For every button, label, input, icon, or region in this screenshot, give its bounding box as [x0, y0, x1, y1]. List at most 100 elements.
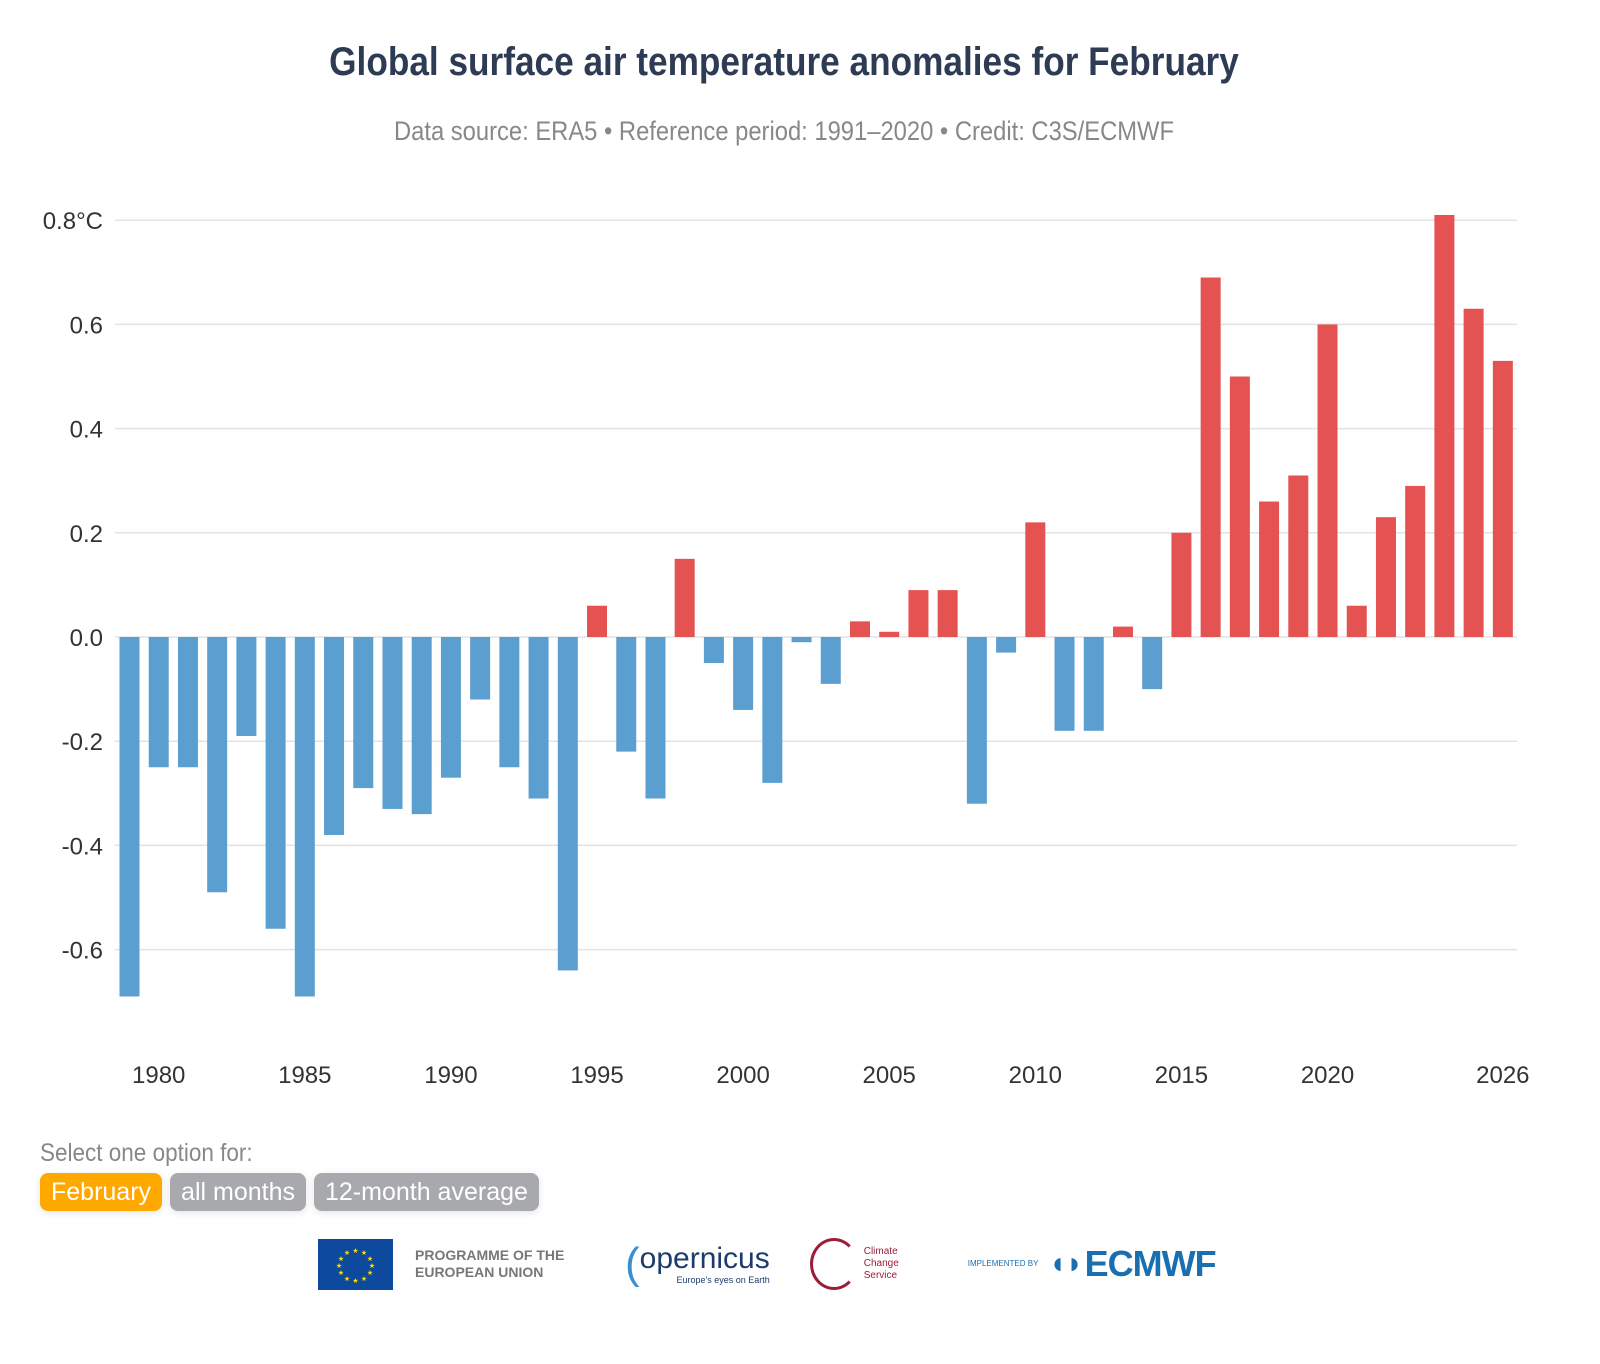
- x-tick-label: 1985: [278, 1062, 331, 1089]
- bar-1997: [645, 637, 666, 799]
- svg-text:★: ★: [352, 1247, 358, 1255]
- option-february-button[interactable]: February: [40, 1173, 163, 1211]
- bar-2001: [762, 637, 783, 783]
- bar-1979: [119, 637, 140, 997]
- bar-1993: [528, 637, 549, 799]
- x-tick-label: 2015: [1155, 1062, 1208, 1089]
- bar-1983: [236, 637, 257, 736]
- bar-1998: [674, 558, 695, 637]
- x-tick-label: 2005: [863, 1062, 916, 1089]
- chart-subtitle: Data source: ERA5 • Reference period: 19…: [394, 116, 1174, 146]
- implemented-by-text: IMPLEMENTED BY: [967, 1259, 1039, 1268]
- c3s-text: Climate Change Service: [863, 1246, 899, 1281]
- bar-2020: [1317, 324, 1338, 637]
- bar-1995: [587, 605, 608, 637]
- bar-2018: [1259, 501, 1280, 637]
- bar-2006: [908, 590, 929, 637]
- bar-1990: [440, 637, 461, 778]
- bar-2005: [879, 631, 900, 637]
- copernicus-logo: ( opernicus Europe's eyes on Earth: [625, 1239, 770, 1289]
- y-tick-label: 0.2: [70, 521, 103, 548]
- bar-1986: [324, 637, 345, 835]
- c3s-logo: Climate Change Service: [809, 1238, 934, 1290]
- bar-1992: [499, 637, 520, 768]
- bar-1994: [557, 637, 578, 971]
- bar-2007: [937, 590, 958, 637]
- option-all-months-button[interactable]: all months: [170, 1173, 306, 1211]
- bar-1996: [616, 637, 637, 752]
- partner-logos: ★ ★ ★ ★ ★ ★ ★ ★ ★ ★ ★ ★ PROGRAMME OF THE EUROPEAN U…: [318, 1236, 1217, 1292]
- y-tick-label: 0.8°C: [43, 208, 103, 235]
- x-tick-label: 2010: [1009, 1062, 1062, 1089]
- bar-2004: [850, 621, 870, 637]
- svg-text:★: ★: [361, 1249, 367, 1257]
- x-tick-label: 2026: [1476, 1062, 1529, 1089]
- copernicus-c-icon: (: [625, 1239, 640, 1288]
- copernicus-text: opernicus: [639, 1241, 770, 1275]
- bar-2013: [1112, 626, 1133, 637]
- chart-title: Global surface air temperature anomalies…: [329, 40, 1239, 84]
- bar-1984: [265, 637, 286, 929]
- bar-2008: [966, 637, 987, 804]
- bar-2021: [1346, 605, 1367, 637]
- svg-text:★: ★: [344, 1249, 350, 1257]
- svg-text:★: ★: [361, 1275, 367, 1283]
- bar-1987: [353, 637, 374, 789]
- ecmwf-logo: ◖◗ ECMWF: [1048, 1243, 1217, 1284]
- bar-2002: [791, 637, 812, 643]
- bar-1985: [294, 637, 315, 997]
- bar-2019: [1288, 475, 1309, 637]
- y-tick-label: 0.0: [70, 625, 103, 652]
- y-tick-label: -0.6: [62, 938, 103, 965]
- svg-text:★: ★: [367, 1269, 373, 1277]
- bar-chart: 0.8°C 0.6 0.4 0.2 0.0 -0.2 -0.4 -0.6 1980 1985 199…: [43, 208, 1530, 1089]
- svg-text:★: ★: [352, 1277, 358, 1285]
- bar-1982: [207, 637, 228, 893]
- bar-2022: [1375, 517, 1396, 637]
- bar-2015: [1171, 532, 1192, 637]
- y-tick-label: -0.4: [62, 833, 103, 860]
- svg-text:★: ★: [338, 1255, 344, 1263]
- bar-2023: [1405, 485, 1426, 637]
- y-tick-label: 0.4: [70, 417, 103, 444]
- bar-1999: [703, 637, 724, 664]
- ecmwf-mark-icon: ◖◗: [1048, 1247, 1083, 1280]
- bar-1981: [177, 637, 198, 768]
- bar-2024: [1434, 214, 1455, 638]
- bar-2012: [1083, 637, 1104, 731]
- bar-1980: [148, 637, 169, 768]
- copernicus-tagline: Europe's eyes on Earth: [676, 1274, 770, 1285]
- eu-programme-text: PROGRAMME OF THE EUROPEAN UNION: [415, 1247, 565, 1280]
- c3s-ring-icon: [809, 1238, 858, 1290]
- bar-1989: [411, 637, 432, 815]
- bar-2011: [1054, 637, 1075, 731]
- bar-2009: [996, 637, 1017, 653]
- bar-2000: [733, 637, 754, 710]
- bar-2016: [1200, 277, 1221, 637]
- svg-text:★: ★: [367, 1255, 373, 1263]
- select-label: Select one option for:: [40, 1139, 253, 1167]
- y-tick-label: 0.6: [70, 312, 103, 339]
- svg-text:★: ★: [369, 1262, 375, 1270]
- ecmwf-text: ECMWF: [1084, 1243, 1217, 1284]
- svg-text:★: ★: [344, 1275, 350, 1283]
- option-12-month-average-button[interactable]: 12-month average: [314, 1173, 539, 1211]
- bar-2003: [820, 637, 841, 684]
- x-tick-label: 1995: [570, 1062, 623, 1089]
- x-tick-label: 2000: [716, 1062, 769, 1089]
- bar-1988: [382, 637, 403, 809]
- option-buttons: February all months 12-month average: [40, 1173, 539, 1211]
- bar-2026: [1492, 360, 1513, 637]
- svg-text:★: ★: [336, 1262, 342, 1270]
- bar-2010: [1025, 522, 1046, 637]
- x-tick-label: 1980: [132, 1062, 185, 1089]
- bar-2014: [1142, 637, 1163, 690]
- eu-flag-logo: ★ ★ ★ ★ ★ ★ ★ ★ ★ ★ ★ ★: [318, 1238, 393, 1290]
- x-tick-label: 1990: [424, 1062, 477, 1089]
- svg-text:★: ★: [338, 1269, 344, 1277]
- bar-2025: [1463, 308, 1484, 637]
- y-tick-label: -0.2: [62, 729, 103, 756]
- bar-1991: [470, 637, 491, 700]
- x-tick-label: 2020: [1301, 1062, 1354, 1089]
- bar-2017: [1229, 376, 1250, 637]
